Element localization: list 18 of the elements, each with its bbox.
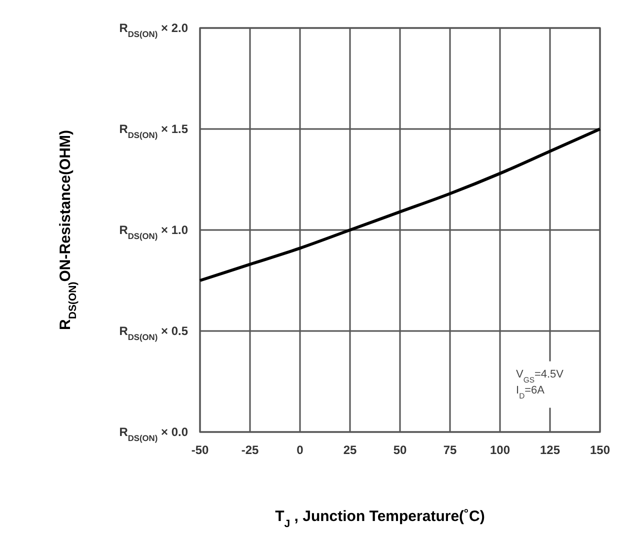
x-tick-label: -25 — [241, 443, 259, 457]
x-tick-label: 125 — [540, 443, 560, 457]
x-tick-label: 25 — [343, 443, 357, 457]
x-axis-title: T$_{J}$ , Junction Temperature(˚C) — [275, 508, 485, 530]
x-tick-label: 0 — [296, 443, 304, 457]
y-tick-label: R$_{DS(ON)}$ × 0.0 — [119, 425, 188, 443]
line-series — [198, 128, 602, 282]
y-tick-label: R$_{DS(ON)}$ × 1.0 — [119, 223, 188, 241]
annotation: I$_{D}$=6A — [516, 384, 546, 400]
x-tick-label: 100 — [490, 443, 510, 457]
y-tick-label: R$_{DS(ON)}$ × 2.0 — [119, 21, 188, 39]
x-tick-label: 50 — [393, 443, 407, 457]
annotation: V$_{GS}$=4.5V — [516, 368, 564, 384]
y-tick-label: R$_{DS(ON)}$ × 1.5 — [119, 122, 188, 140]
x-tick-label: 150 — [590, 443, 610, 457]
x-tick-label: 75 — [443, 443, 457, 457]
y-tick-label: R$_{DS(ON)}$ × 0.5 — [119, 324, 188, 342]
x-tick-label: -50 — [191, 443, 209, 457]
